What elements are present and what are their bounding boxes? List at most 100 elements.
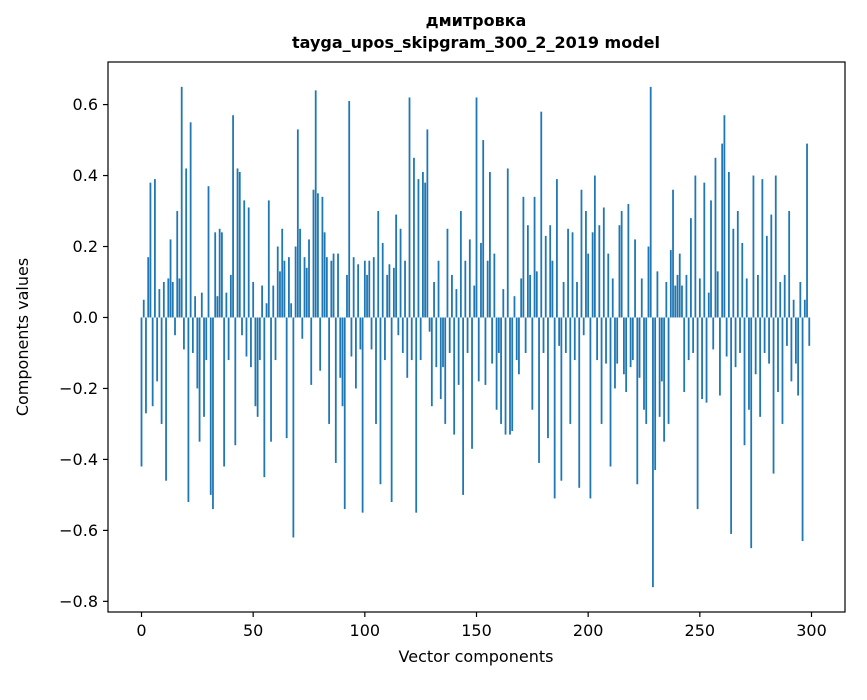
bar: [500, 317, 502, 424]
bar: [754, 317, 757, 375]
bar: [540, 111, 543, 318]
bar: [620, 211, 623, 318]
bar: [808, 317, 811, 346]
bar: [672, 189, 674, 318]
bar: [368, 260, 371, 318]
bar: [424, 182, 427, 318]
bar: [580, 189, 583, 318]
bar: [381, 242, 384, 318]
bar: [614, 317, 616, 389]
bar: [167, 278, 170, 318]
bar: [404, 260, 406, 318]
bar: [564, 317, 567, 353]
bar: [225, 292, 228, 318]
bar: [647, 246, 650, 318]
bar: [390, 317, 393, 502]
bar: [238, 172, 241, 318]
bar: [652, 317, 654, 588]
bar: [768, 317, 770, 364]
bar: [357, 264, 360, 318]
bar: [716, 271, 719, 318]
bar: [156, 317, 159, 382]
bar: [511, 317, 514, 432]
x-tick-label: 50: [243, 621, 263, 640]
bar: [296, 129, 299, 318]
bar: [370, 317, 373, 350]
bar: [627, 203, 630, 318]
bar: [236, 168, 239, 318]
bar: [683, 317, 686, 392]
bar: [151, 317, 154, 407]
bar: [189, 122, 192, 318]
bar: [701, 317, 703, 400]
bar: [698, 278, 701, 318]
bar: [223, 317, 226, 467]
bar: [631, 317, 634, 361]
bar: [325, 257, 328, 318]
bar: [772, 317, 775, 474]
bar: [310, 317, 313, 385]
bar: [272, 285, 275, 318]
bar: [712, 317, 715, 350]
bar: [535, 271, 538, 318]
bar: [243, 200, 246, 318]
bar: [792, 299, 795, 318]
bar: [665, 282, 668, 318]
bar: [520, 278, 523, 318]
bar: [207, 186, 210, 318]
bar: [685, 274, 688, 318]
bar: [578, 317, 581, 488]
bar: [319, 317, 322, 371]
bar: [658, 317, 661, 417]
bar: [605, 317, 607, 364]
bar: [430, 317, 433, 407]
bar: [332, 253, 335, 318]
bar: [265, 303, 268, 318]
y-tick-label: 0.6: [73, 95, 98, 114]
bar: [721, 143, 724, 318]
bar: [692, 317, 695, 353]
bar: [165, 317, 167, 481]
bar: [428, 317, 431, 332]
bar: [727, 172, 730, 318]
x-axis-label: Vector components: [399, 647, 554, 666]
bar: [379, 317, 382, 485]
bar: [200, 292, 203, 318]
bar: [524, 317, 527, 353]
bar: [783, 274, 786, 318]
bar: [252, 282, 255, 318]
bar: [710, 200, 712, 318]
bar: [350, 317, 353, 357]
bar: [187, 317, 190, 502]
bar: [462, 317, 464, 495]
bar: [459, 211, 462, 318]
bar: [466, 317, 469, 353]
bar: [352, 257, 355, 318]
bar: [160, 317, 163, 424]
bar: [142, 299, 145, 318]
bar: [180, 86, 183, 318]
bar: [185, 168, 188, 318]
bar: [250, 317, 252, 368]
bar: [426, 129, 429, 318]
bar: [687, 317, 690, 361]
bar: [779, 282, 782, 318]
bar: [667, 317, 670, 424]
bar: [643, 317, 645, 410]
bar: [645, 317, 648, 424]
bar: [788, 211, 791, 318]
bar: [600, 317, 603, 424]
bar: [538, 317, 540, 463]
bar: [506, 168, 509, 318]
bar: [413, 157, 415, 318]
bar: [582, 317, 585, 336]
bar: [281, 228, 284, 318]
bar: [348, 101, 351, 318]
bar: [263, 317, 266, 478]
bars-group: [140, 86, 811, 588]
bar: [723, 115, 726, 318]
y-tick-label: 0.0: [73, 308, 98, 327]
bar: [270, 317, 272, 442]
x-axis-ticks: 0 50 100 150 200 250 300: [136, 612, 827, 640]
bar: [372, 257, 375, 318]
